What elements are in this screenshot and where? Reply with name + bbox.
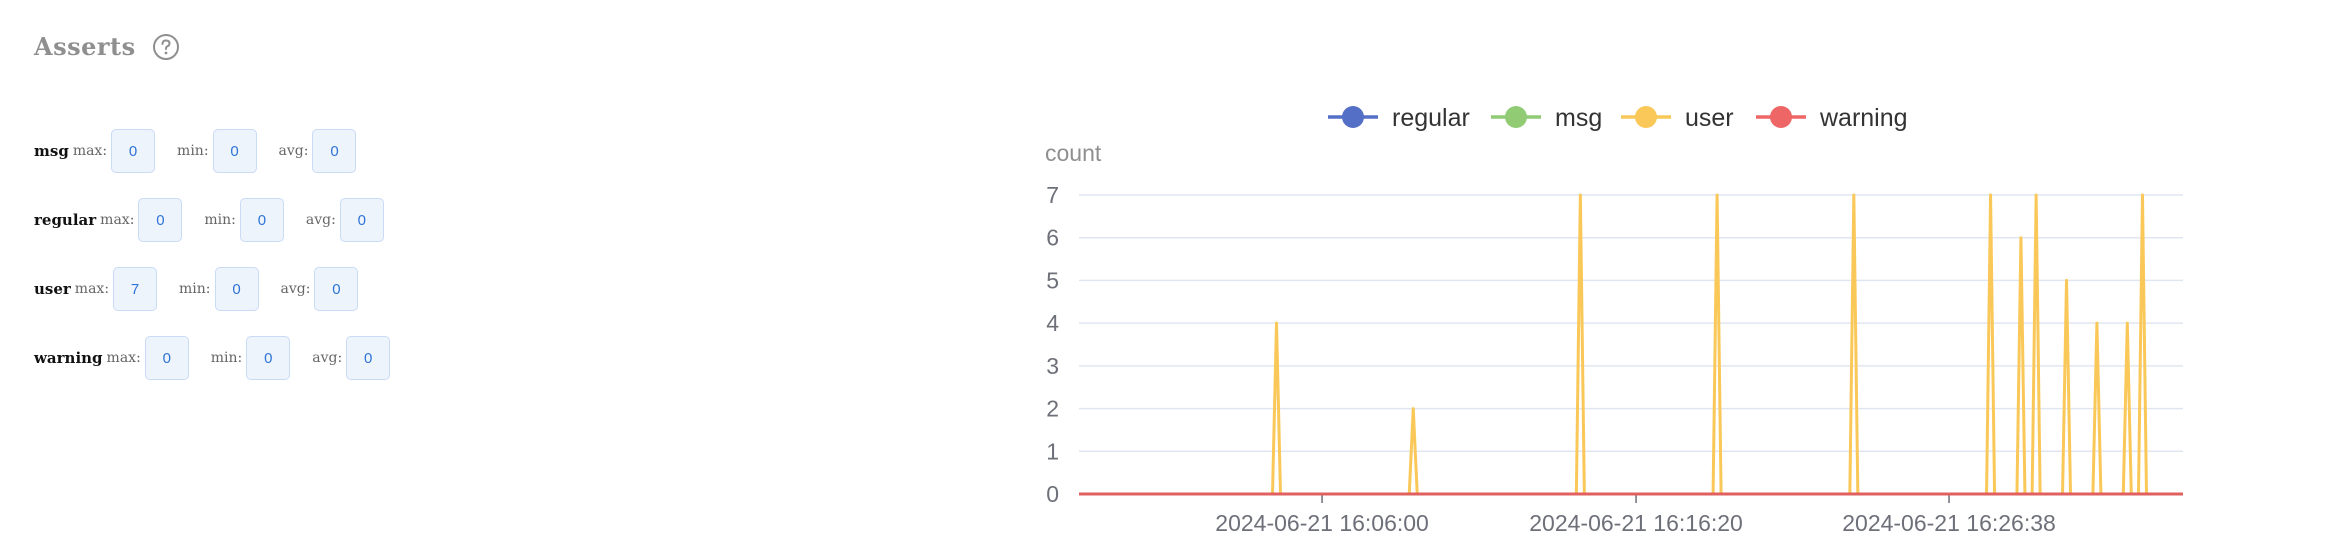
legend-marker-warning xyxy=(1770,106,1792,128)
legend-marker-user xyxy=(1635,106,1657,128)
y-tick-label: 3 xyxy=(1046,353,1059,379)
avg-label: avg: xyxy=(278,143,309,159)
legend-label-regular: regular xyxy=(1392,104,1470,132)
min-value: 0 xyxy=(246,336,291,380)
series-line-user xyxy=(1079,193,2183,496)
stat-name: warning xyxy=(34,349,103,367)
y-tick-label: 2 xyxy=(1046,396,1059,422)
x-tick-label: 2024-06-21 16:06:00 xyxy=(1215,510,1429,536)
min-value: 0 xyxy=(212,129,257,173)
avg-label: avg: xyxy=(305,212,336,228)
stat-name: user xyxy=(34,280,71,298)
stat-name: regular xyxy=(34,211,97,229)
stat-name: msg xyxy=(34,142,69,160)
avg-label: avg: xyxy=(312,350,343,366)
legend-label-user: user xyxy=(1685,104,1734,132)
question-circle-icon[interactable] xyxy=(152,33,180,61)
y-axis-title: count xyxy=(1045,140,1102,166)
max-value: 0 xyxy=(111,129,156,173)
avg-value: 0 xyxy=(312,129,357,173)
x-tick-label: 2024-06-21 16:26:38 xyxy=(1842,510,2056,536)
y-tick-label: 4 xyxy=(1046,310,1059,336)
max-value: 0 xyxy=(138,198,183,242)
max-label: max: xyxy=(74,281,110,297)
max-label: max: xyxy=(106,350,141,366)
avg-value: 0 xyxy=(339,198,384,242)
legend-marker-msg xyxy=(1505,106,1527,128)
avg-value: 0 xyxy=(346,336,391,380)
y-tick-label: 7 xyxy=(1046,182,1059,208)
max-label: max: xyxy=(72,143,108,159)
stat-row-regular: regular max: 0 min: 0 avg: 0 xyxy=(34,197,390,243)
legend-label-warning: warning xyxy=(1819,104,1908,132)
avg-label: avg: xyxy=(280,281,311,297)
legend-label-msg: msg xyxy=(1555,104,1602,132)
min-label: min: xyxy=(177,143,209,159)
max-label: max: xyxy=(100,212,135,228)
stat-row-msg: msg max: 0 min: 0 avg: 0 xyxy=(34,128,390,174)
stat-row-warning: warning max: 0 min: 0 avg: 0 xyxy=(34,335,391,381)
avg-value: 0 xyxy=(314,267,359,311)
y-tick-label: 1 xyxy=(1046,438,1059,464)
min-value: 0 xyxy=(239,198,284,242)
stat-row-user: user max: 7 min: 0 avg: 0 xyxy=(34,266,390,312)
stats-list: msg max: 0 min: 0 avg: 0 regular max: 0 … xyxy=(34,128,391,404)
max-value: 0 xyxy=(144,336,189,380)
max-value: 7 xyxy=(113,267,158,311)
y-tick-label: 6 xyxy=(1046,225,1059,251)
min-value: 0 xyxy=(214,267,259,311)
min-label: min: xyxy=(210,350,243,366)
panel-title: Asserts xyxy=(34,32,136,61)
panel-header: Asserts xyxy=(34,32,180,61)
x-tick-label: 2024-06-21 16:16:20 xyxy=(1529,510,1743,536)
min-label: min: xyxy=(179,281,211,297)
y-tick-label: 5 xyxy=(1046,267,1059,293)
min-label: min: xyxy=(204,212,236,228)
legend-marker-regular xyxy=(1342,106,1364,128)
y-tick-label: 0 xyxy=(1046,481,1059,507)
